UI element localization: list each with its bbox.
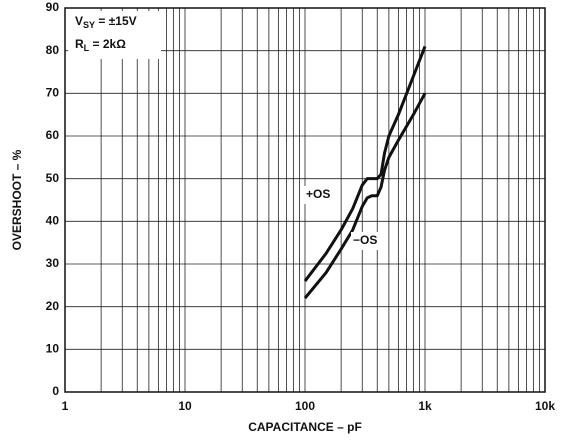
y-tick-label: 60 — [46, 128, 60, 142]
annotation-box — [68, 11, 161, 59]
annotation-main: V — [75, 14, 83, 28]
annotation: VSY = ±15V — [75, 14, 137, 30]
y-tick-label: 90 — [46, 0, 60, 14]
annotation-sub: SY — [83, 20, 95, 30]
series-label-bg — [304, 186, 338, 204]
y-tick-label: 50 — [46, 171, 60, 185]
y-tick-label: 30 — [46, 256, 60, 270]
y-tick-label: 70 — [46, 86, 60, 100]
annotation-main: R — [75, 37, 84, 51]
y-axis-label: OVERSHOOT – % — [10, 149, 24, 250]
y-tick-label: 40 — [46, 214, 60, 228]
series-label: +OS — [306, 187, 330, 201]
series-label-bg — [351, 232, 385, 250]
line — [303, 92, 427, 300]
y-tick-label: 20 — [46, 299, 60, 313]
x-axis-label: CAPACITANCE – pF — [248, 420, 362, 434]
annotation: RL = 2kΩ — [75, 37, 126, 53]
x-tick-label: 1k — [418, 399, 432, 413]
line — [303, 45, 427, 282]
series-label: −OS — [353, 233, 377, 247]
plot-frame — [64, 7, 546, 393]
annotation-rest: = ±15V — [95, 14, 137, 28]
annotation-sub: L — [84, 43, 90, 53]
x-tick-label: 10k — [535, 399, 555, 413]
x-tick-label: 100 — [295, 399, 315, 413]
annotation-rest: = 2kΩ — [89, 37, 126, 51]
y-tick-label: 80 — [46, 43, 60, 57]
x-tick-label: 1 — [62, 399, 69, 413]
y-tick-label: 10 — [46, 342, 60, 356]
y-tick-label: 0 — [52, 384, 59, 398]
x-tick-label: 10 — [178, 399, 192, 413]
